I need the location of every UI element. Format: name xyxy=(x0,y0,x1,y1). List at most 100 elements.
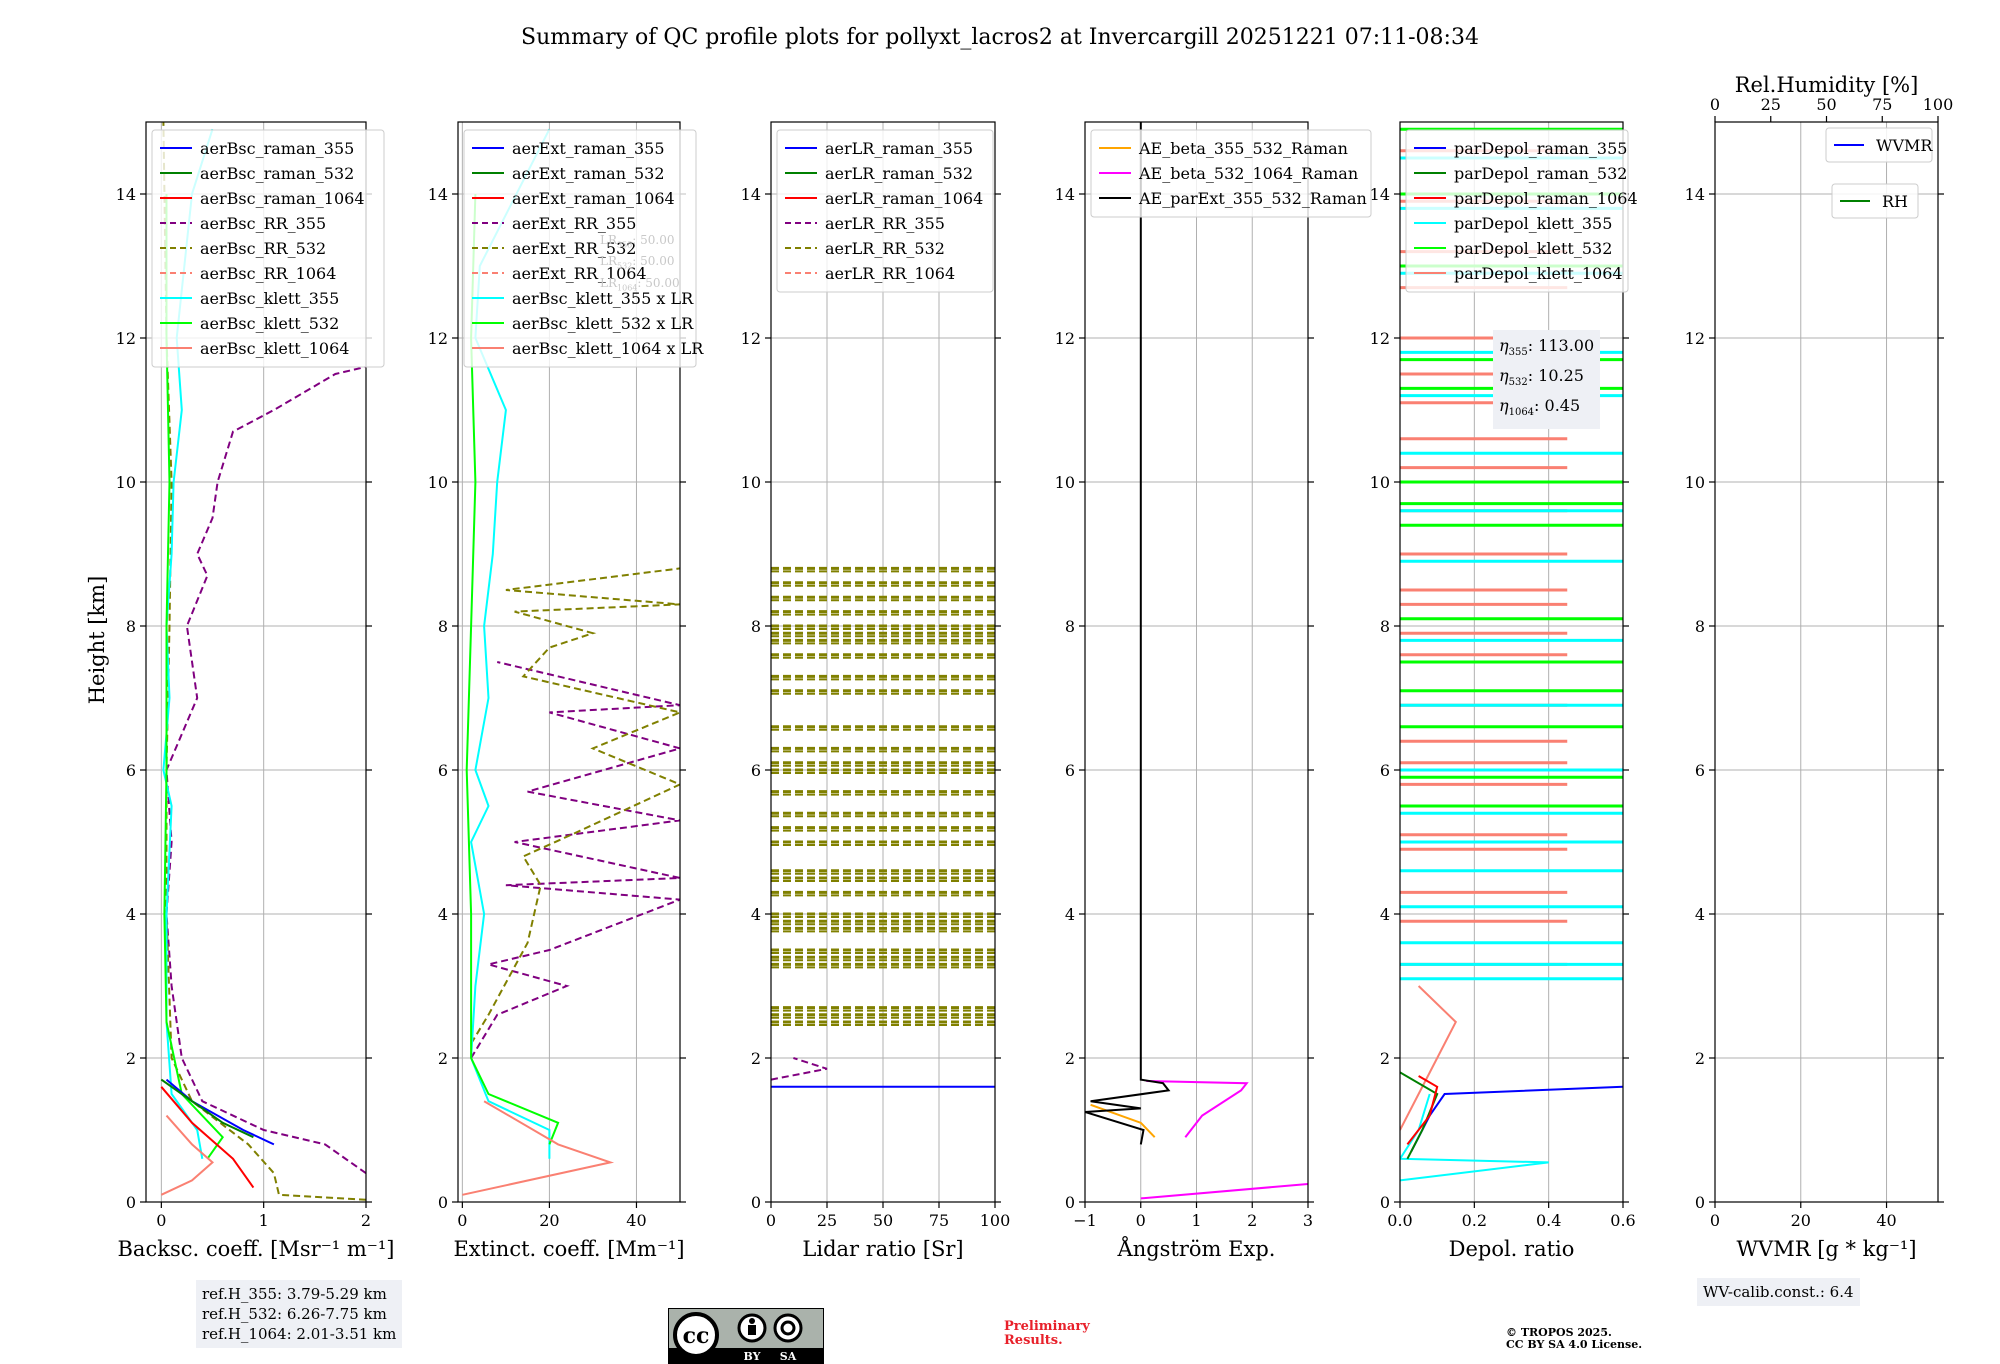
y-tick-label: 14 xyxy=(1685,185,1705,204)
legend-label: aerExt_RR_355 xyxy=(512,214,636,233)
x-tick-label: 0.2 xyxy=(1462,1211,1487,1230)
top-x-axis-label: Rel.Humidity [%] xyxy=(1735,73,1919,97)
cc-sa-label: SA xyxy=(780,1350,797,1363)
x-tick-label: 3 xyxy=(1303,1211,1313,1230)
y-tick-label: 2 xyxy=(126,1049,136,1068)
y-tick-label: 0 xyxy=(1695,1193,1705,1212)
top-x-tick-label: 25 xyxy=(1761,95,1781,114)
axes-frame xyxy=(1714,121,1939,1203)
legend-label: aerBsc_raman_355 xyxy=(200,139,354,158)
x-axis-label: WVMR [g * kg⁻¹] xyxy=(1736,1237,1916,1261)
legend-frame xyxy=(776,129,994,293)
eta-532: η532: 10.25 xyxy=(1499,366,1584,389)
y-tick-label: 14 xyxy=(741,185,761,204)
y-tick-label: 12 xyxy=(1370,329,1390,348)
eta-1064: η1064: 0.45 xyxy=(1499,396,1581,419)
legend-label: aerBsc_klett_1064 xyxy=(200,339,349,358)
eta-box: η355: 113.00 η532: 10.25 η1064: 0.45 xyxy=(1493,330,1601,429)
cc-logo-text: cc xyxy=(683,1323,710,1349)
lr-532: LR532: 50.00 xyxy=(600,254,675,271)
series-aerExt_RR_355 xyxy=(470,661,680,1059)
ref-height-box: ref.H_355: 3.79-5.29 km ref.H_532: 6.26-… xyxy=(196,1280,403,1348)
plot-area xyxy=(1085,122,1308,1200)
legend-wvmr: WVMR xyxy=(1825,127,1933,163)
y-tick-label: 4 xyxy=(1695,905,1705,924)
legend-label: aerBsc_RR_355 xyxy=(200,214,326,233)
series-parDepol_raman_1064 xyxy=(1406,1075,1439,1146)
legend-label: parDepol_raman_355 xyxy=(1454,139,1627,158)
eta-355: η355: 113.00 xyxy=(1499,336,1595,359)
series-aerBsc_RR_355 xyxy=(165,365,366,1175)
y-tick-label: 8 xyxy=(126,617,136,636)
axes-frame xyxy=(1399,121,1624,1203)
y-tick-label: 10 xyxy=(428,473,448,492)
x-tick-label: 2 xyxy=(1247,1211,1257,1230)
y-tick-label: 8 xyxy=(751,617,761,636)
y-tick-label: 0 xyxy=(438,1193,448,1212)
legend-label: aerBsc_RR_1064 xyxy=(200,264,336,283)
y-tick-label: 0 xyxy=(126,1193,136,1212)
wv-calib-box: WV-calib.const.: 6.4 xyxy=(1697,1278,1860,1306)
legend-label: AE_parExt_355_532_Raman xyxy=(1138,189,1367,208)
legend-label: aerBsc_klett_532 xyxy=(200,314,339,333)
x-tick-label: 0.0 xyxy=(1387,1211,1412,1230)
y-tick-label: 12 xyxy=(741,329,761,348)
legend-label: aerLR_RR_1064 xyxy=(825,264,955,283)
x-tick-label: 1 xyxy=(259,1211,269,1230)
y-tick-label: 14 xyxy=(1055,185,1075,204)
cc-license-logo: cc BY SA xyxy=(668,1308,824,1364)
lr-1064: LR1064: 50.00 xyxy=(600,275,680,293)
x-tick-label: 0.4 xyxy=(1536,1211,1561,1230)
y-tick-label: 0 xyxy=(1380,1193,1390,1212)
y-tick-label: 4 xyxy=(1065,905,1075,924)
series-parDepol_raman_355 xyxy=(1410,1085,1623,1153)
legend-label: aerBsc_RR_532 xyxy=(200,239,326,258)
plot-area xyxy=(771,566,995,1088)
series-aerBsc_klett_1064 x LR xyxy=(462,1100,615,1196)
legend-label: aerBsc_klett_355 xyxy=(200,289,339,308)
y-tick-label: 8 xyxy=(1065,617,1075,636)
legend-label: aerExt_raman_355 xyxy=(512,139,665,158)
y-tick-label: 0 xyxy=(1065,1193,1075,1212)
legend-label: parDepol_raman_1064 xyxy=(1454,189,1638,208)
x-tick-label: 40 xyxy=(1876,1211,1896,1230)
lr-355: LR355: 50.00 xyxy=(600,233,675,250)
y-tick-label: 6 xyxy=(126,761,136,780)
series-aerBsc_raman_532 xyxy=(160,1078,254,1139)
y-tick-label: 12 xyxy=(428,329,448,348)
ref-height-355: ref.H_355: 3.79-5.29 km xyxy=(202,1285,387,1303)
legend-label: AE_beta_532_1064_Raman xyxy=(1138,164,1358,183)
legend-label: RH xyxy=(1882,192,1908,211)
x-tick-label: 25 xyxy=(817,1211,837,1230)
y-tick-label: 6 xyxy=(751,761,761,780)
series-AE_beta_532_1064_Raman xyxy=(1140,1183,1308,1200)
preliminary-note: Preliminary Results. xyxy=(1004,1320,1090,1348)
x-tick-label: 100 xyxy=(980,1211,1011,1230)
y-tick-label: 10 xyxy=(116,473,136,492)
y-tick-label: 2 xyxy=(1380,1049,1390,1068)
copyright-line-2: CC BY SA 4.0 License. xyxy=(1506,1338,1643,1351)
series-aerBsc_klett_355 x LR xyxy=(470,128,551,1159)
y-tick-label: 0 xyxy=(751,1193,761,1212)
y-tick-label: 2 xyxy=(438,1049,448,1068)
x-tick-label: 0 xyxy=(457,1211,467,1230)
x-tick-label: 20 xyxy=(1791,1211,1811,1230)
series-aerBsc_RR_532 xyxy=(162,122,366,1201)
x-tick-label: 0 xyxy=(156,1211,166,1230)
top-x-tick-label: 100 xyxy=(1923,95,1954,114)
y-tick-label: 10 xyxy=(1370,473,1390,492)
series-aerBsc_raman_1064 xyxy=(160,1086,255,1189)
y-tick-label: 14 xyxy=(428,185,448,204)
y-tick-label: 6 xyxy=(1380,761,1390,780)
y-tick-label: 14 xyxy=(1370,185,1390,204)
x-tick-label: 40 xyxy=(626,1211,646,1230)
legend-label: aerBsc_klett_355 x LR xyxy=(512,289,694,308)
y-tick-label: 8 xyxy=(1380,617,1390,636)
legend-frame xyxy=(151,129,385,368)
y-tick-label: 10 xyxy=(1055,473,1075,492)
x-tick-label: 50 xyxy=(873,1211,893,1230)
x-axis-label: Ångström Exp. xyxy=(1117,1236,1276,1261)
copyright-line-1: © TROPOS 2025. xyxy=(1506,1326,1612,1339)
